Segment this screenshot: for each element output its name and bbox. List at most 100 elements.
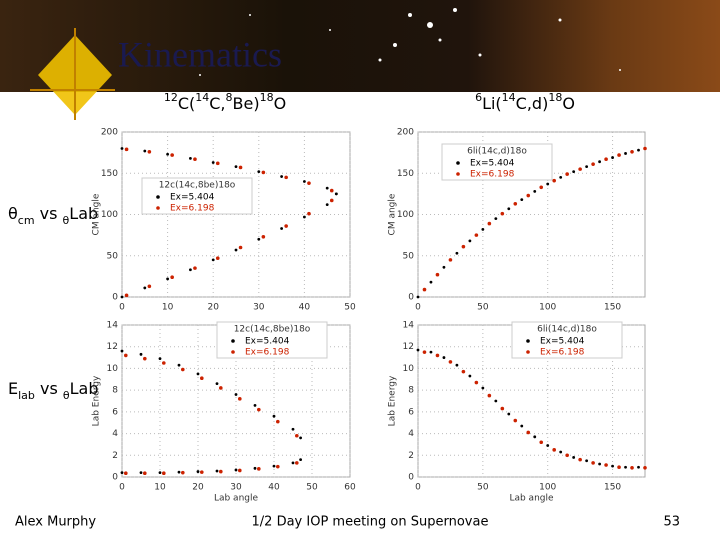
legend-label: Ex=6.198 — [245, 348, 290, 358]
data-point — [162, 471, 166, 476]
data-point — [507, 207, 511, 211]
label-part: vs — [35, 204, 63, 223]
label-part: 18 — [548, 91, 562, 104]
data-point — [295, 461, 299, 465]
y-tick-label: 0 — [112, 293, 118, 303]
reaction-label: 12C(14C,8Be)18O — [164, 91, 286, 113]
data-point — [494, 217, 498, 221]
legend-label: Ex=5.404 — [245, 337, 290, 347]
x-tick-label: 0 — [415, 483, 421, 493]
data-point — [539, 185, 544, 190]
data-point — [139, 352, 143, 356]
reaction-label: 6Li(14C,d)18O — [475, 91, 575, 113]
data-point — [143, 149, 147, 153]
x-tick-label: 150 — [604, 483, 621, 493]
x-axis-label: Lab angle — [214, 494, 259, 504]
y-axis-label: CM angle — [388, 193, 398, 235]
data-point — [630, 465, 634, 470]
x-tick-label: 0 — [415, 303, 421, 313]
data-point — [552, 448, 556, 452]
data-point — [139, 471, 143, 475]
data-point — [200, 470, 204, 474]
data-point — [280, 227, 283, 230]
data-point — [120, 349, 124, 353]
data-point — [565, 172, 569, 176]
legend-box — [216, 321, 328, 359]
x-tick-label: 40 — [268, 483, 280, 493]
legend-title: 12c(14c,8be)18o — [234, 325, 311, 335]
legend-marker — [156, 195, 160, 199]
data-point — [604, 157, 608, 162]
label-part: O — [562, 94, 575, 113]
data-point — [611, 464, 614, 468]
data-point — [307, 181, 311, 185]
data-point — [598, 462, 601, 466]
data-point — [196, 470, 200, 473]
data-point — [284, 175, 288, 180]
data-point — [572, 456, 576, 459]
x-tick-label: 40 — [299, 303, 311, 313]
data-point — [143, 286, 147, 290]
label-part: 6 — [475, 91, 482, 104]
data-point — [219, 386, 223, 390]
data-point — [604, 463, 608, 467]
x-tick-label: 150 — [604, 303, 621, 313]
data-point — [526, 193, 531, 198]
x-tick-label: 10 — [154, 483, 166, 493]
label-part: θ — [8, 204, 18, 223]
legend-marker — [231, 350, 235, 354]
label-part: θ — [63, 214, 70, 227]
x-tick-label: 30 — [253, 303, 265, 313]
data-point — [299, 458, 302, 462]
data-point — [257, 237, 261, 241]
y-tick-label: 150 — [101, 169, 118, 179]
label-part: C,d) — [516, 94, 549, 113]
data-point — [181, 367, 185, 372]
data-point — [468, 374, 472, 378]
header-image — [0, 0, 720, 92]
y-tick-label: 100 — [397, 210, 414, 220]
legend-title: 12c(14c,8be)18o — [159, 181, 236, 191]
legend-label: Ex=5.404 — [470, 159, 515, 169]
data-point — [624, 152, 627, 155]
data-point — [158, 471, 162, 475]
data-point — [189, 157, 192, 160]
data-point — [257, 467, 261, 471]
data-point — [442, 356, 446, 359]
label-part: Lab — [70, 379, 99, 398]
data-point — [598, 160, 601, 164]
data-point — [500, 406, 505, 411]
data-point — [284, 224, 288, 228]
legend-marker — [526, 339, 530, 343]
legend-marker — [231, 339, 235, 343]
x-tick-label: 100 — [539, 483, 556, 493]
y-tick-label: 14 — [107, 321, 119, 331]
label-part: vs — [35, 379, 63, 398]
y-tick-label: 2 — [112, 451, 118, 461]
data-point — [253, 403, 257, 407]
data-point — [578, 457, 582, 462]
data-point — [124, 353, 128, 358]
data-point — [143, 471, 147, 476]
x-tick-label: 0 — [119, 483, 125, 493]
footer-page: 53 — [663, 515, 680, 530]
data-point — [624, 465, 627, 469]
legend-label: Ex=5.404 — [540, 337, 585, 347]
data-point — [215, 256, 220, 261]
y-tick-label: 50 — [403, 251, 415, 261]
data-point — [147, 150, 152, 154]
data-point — [578, 167, 582, 171]
legend-box — [141, 177, 253, 215]
y-tick-label: 50 — [107, 251, 119, 261]
data-point — [539, 440, 544, 445]
data-point — [637, 148, 640, 152]
data-point — [299, 436, 302, 440]
label-part: 18 — [260, 91, 274, 104]
row-label: θcm vs θLab — [8, 204, 98, 227]
data-point — [147, 284, 152, 289]
data-point — [617, 153, 621, 157]
data-point — [429, 350, 433, 354]
label-part: Be) — [233, 94, 260, 113]
data-point — [124, 293, 129, 298]
data-point — [513, 418, 518, 423]
